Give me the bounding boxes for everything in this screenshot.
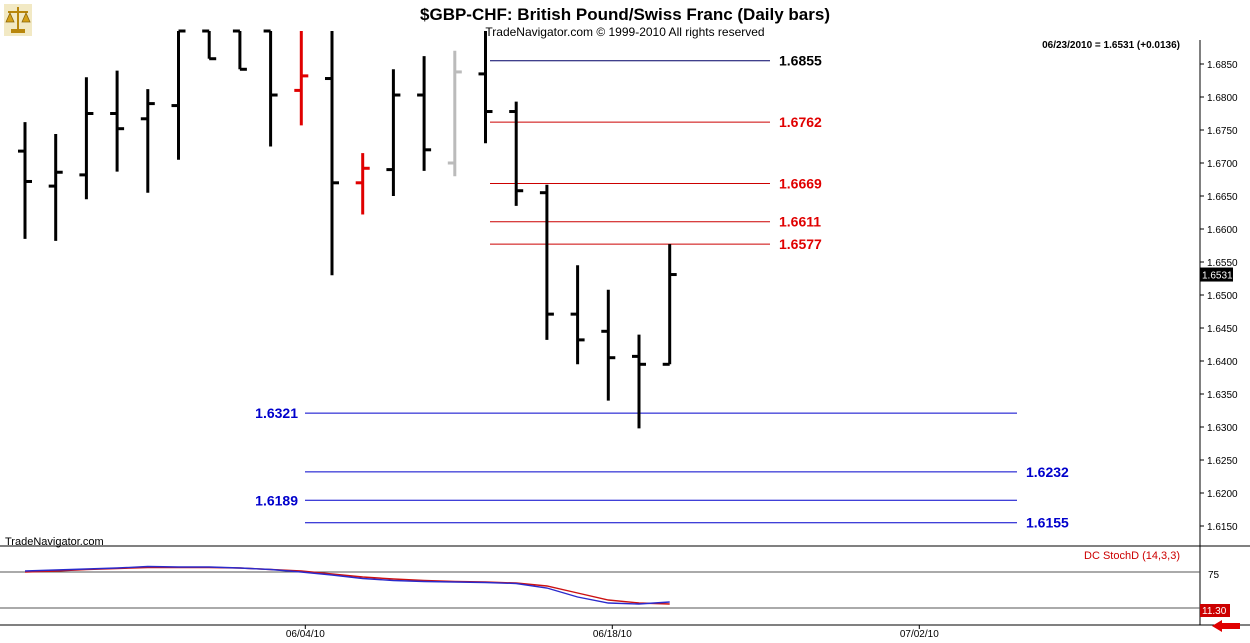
last-price-label: 1.6531 (1202, 271, 1233, 282)
stochastic-k-line (24, 565, 670, 605)
ohlc-bar (202, 29, 217, 61)
ohlc-bar (171, 29, 186, 160)
ohlc-bar (447, 50, 462, 177)
y-tick-label: 1.6400 (1207, 357, 1238, 368)
level-lines: 1.6855 1.6762 1.6669 1.6611 1.6577 1.6321 1.62… (255, 53, 1069, 531)
last-price-badge (1200, 267, 1233, 282)
y-tick-label: 1.6750 (1207, 126, 1238, 137)
y-tick-label: 1.6700 (1207, 159, 1238, 170)
stochastic-d-line (24, 566, 670, 605)
ohlc-bar (662, 244, 677, 366)
level-label: 1.6669 (779, 175, 822, 191)
stochastic-last-badge (1200, 604, 1230, 617)
y-tick-label: 1.6150 (1207, 522, 1238, 533)
y-tick-label: 1.6200 (1207, 489, 1238, 500)
level-label: 1.6155 (1026, 515, 1069, 531)
scales-icon[interactable] (4, 4, 32, 36)
stochastic-last-value: 11.30 (1202, 606, 1227, 617)
ohlc-bar (48, 133, 63, 241)
ohlc-bar (570, 265, 585, 365)
level-label: 1.6762 (779, 114, 822, 130)
level-label: 1.6189 (255, 492, 298, 508)
quote-readout: 06/23/2010 = 1.6531 (+0.0136) (1042, 40, 1180, 51)
ohlc-bars (18, 29, 677, 429)
y-tick-label: 1.6850 (1207, 60, 1238, 71)
stochastic-level-label: 75 (1208, 570, 1220, 581)
level-label: 1.6321 (255, 405, 298, 421)
ohlc-bar (18, 122, 32, 239)
ohlc-bar (355, 153, 370, 215)
ohlc-bar (263, 29, 278, 147)
chart-header: $GBP-CHF: British Pound/Swiss Franc (Dai… (4, 4, 830, 39)
ohlc-bar (509, 101, 524, 206)
y-tick-label: 1.6650 (1207, 192, 1238, 203)
level-label: 1.6577 (779, 236, 822, 252)
scroll-left-arrow-icon[interactable] (1212, 620, 1240, 632)
x-tick-label: 07/02/10 (900, 629, 939, 640)
x-axis: 06/04/10 06/18/10 07/02/10 (0, 624, 1250, 640)
level-label: 1.6855 (779, 53, 822, 69)
stochastic-label: DC StochD (14,3,3) (1084, 550, 1180, 562)
ohlc-bar (325, 31, 339, 276)
ohlc-bar (386, 69, 401, 196)
x-tick-label: 06/18/10 (593, 629, 632, 640)
level-label: 1.6232 (1026, 464, 1069, 480)
y-tick-label: 1.6300 (1207, 423, 1238, 434)
price-panel: 06/23/2010 = 1.6531 (+0.0136) TradeNavig… (0, 40, 1250, 625)
copyright: TradeNavigator.com © 1999-2010 All right… (485, 25, 764, 39)
ohlc-bar (478, 31, 493, 144)
y-tick-label: 1.6350 (1207, 390, 1238, 401)
ohlc-bar (539, 184, 554, 340)
x-tick-label: 06/04/10 (286, 629, 325, 640)
y-tick-label: 1.6500 (1207, 291, 1238, 302)
y-tick-label: 1.6450 (1207, 324, 1238, 335)
ohlc-bar (417, 56, 432, 171)
y-tick-label: 1.6600 (1207, 225, 1238, 236)
y-axis: 1.6850 1.6800 1.6750 1.6700 1.6650 1.6600 1.65… (1200, 60, 1238, 533)
chart-title: $GBP-CHF: British Pound/Swiss Franc (Dai… (420, 5, 830, 24)
watermark: TradeNavigator.com (5, 536, 104, 548)
y-tick-label: 1.6550 (1207, 258, 1238, 269)
stochastic-panel: DC StochD (14,3,3) 75 11.30 (0, 550, 1230, 617)
ohlc-bar (140, 89, 155, 193)
level-label: 1.6611 (779, 214, 821, 230)
ohlc-bar (79, 77, 94, 200)
ohlc-bar (632, 334, 646, 429)
ohlc-bar (601, 289, 616, 401)
y-tick-label: 1.6800 (1207, 93, 1238, 104)
ohlc-bar (110, 70, 125, 172)
ohlc-bar (232, 29, 247, 71)
ohlc-bar (294, 31, 309, 126)
y-tick-label: 1.6250 (1207, 456, 1238, 467)
